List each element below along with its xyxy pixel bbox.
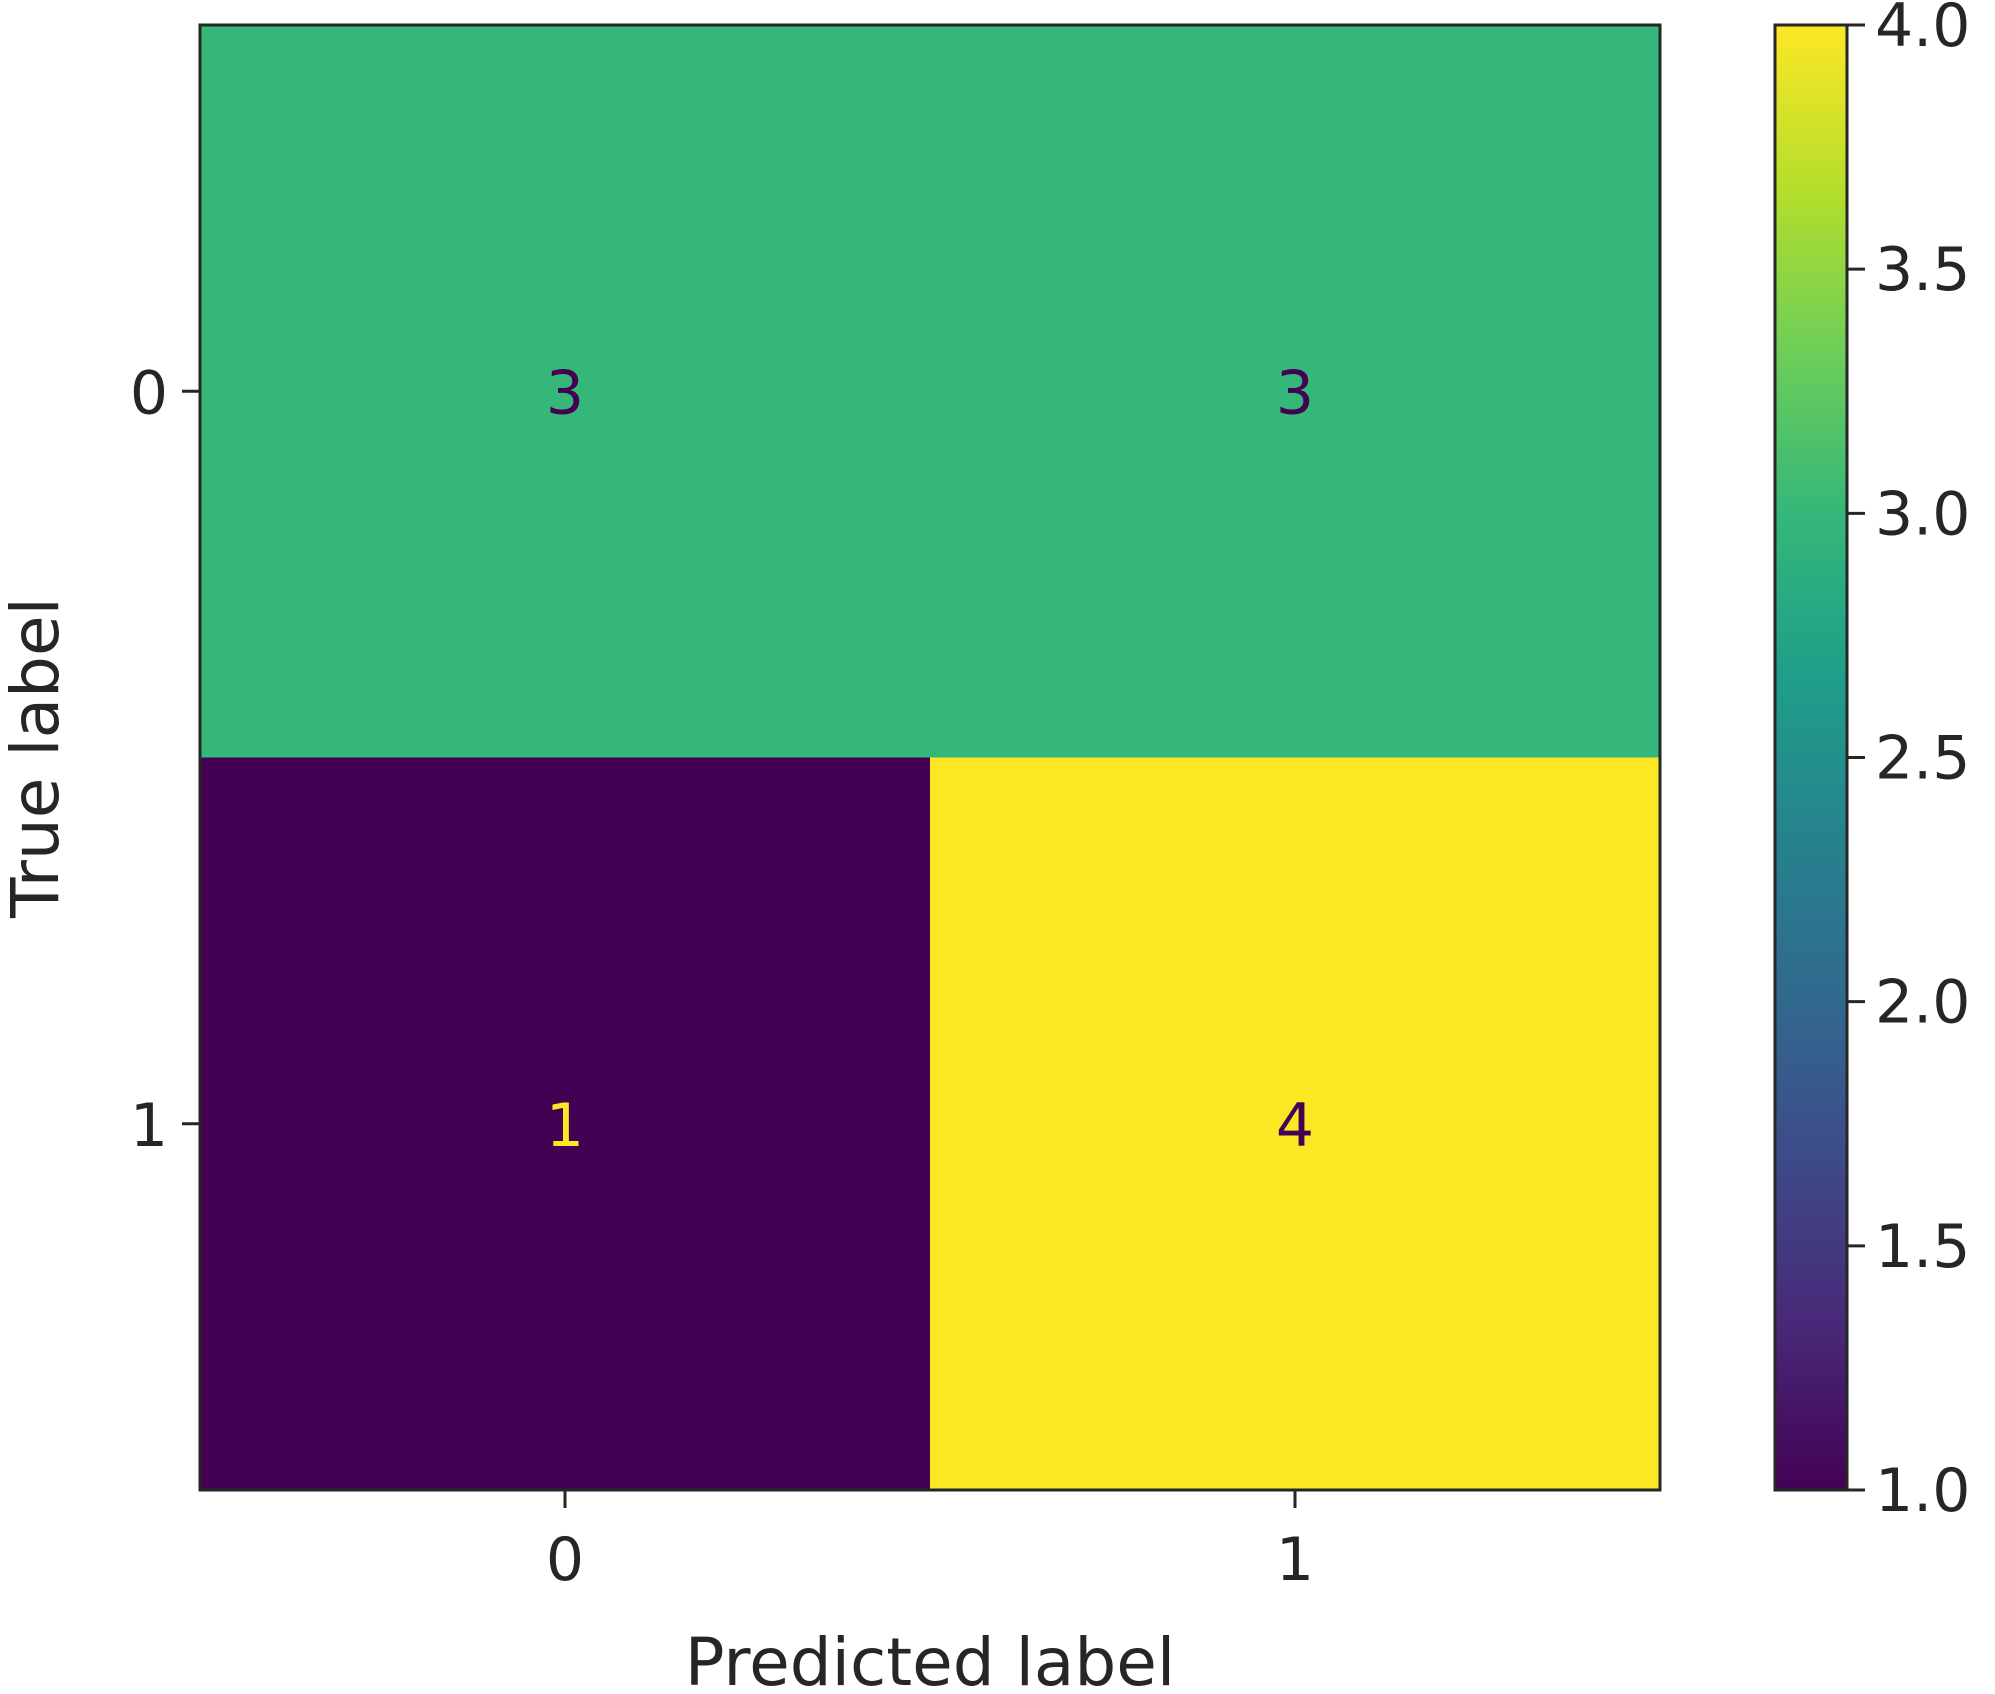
colorbar [1773,23,1849,1492]
colorbar-tick-label: 1.0 [1875,1456,1970,1526]
cell-value-0-0: 3 [546,358,584,428]
colorbar-tick-label: 2.0 [1875,968,1970,1038]
x-tick-label: 1 [1276,1525,1314,1595]
plot-frame [198,23,1662,1492]
heatmap-cell-0-0 [200,25,930,758]
y-axis-label: True label [0,597,74,919]
y-tick-label: 0 [130,358,168,428]
colorbar-tick-label: 1.5 [1875,1212,1970,1282]
cell-value-1-1: 4 [1276,1091,1314,1161]
colorbar-tick-label: 3.5 [1875,235,1970,305]
colorbar-ticks: 1.0 1.5 2.0 2.5 3.0 3.5 4.0 [1847,0,1970,1526]
colorbar-tick-label: 3.0 [1875,479,1970,549]
cell-value-1-0: 1 [546,1091,584,1161]
heatmap-cell-1-0 [200,757,930,1490]
y-axis-ticks: 01 [130,358,200,1161]
heatmap-cell-0-1 [930,25,1660,758]
heatmap-cells [200,25,1660,1490]
cell-value-labels: 3 3 1 4 [546,358,1314,1161]
colorbar-tick-label: 4.0 [1875,0,1970,61]
cell-value-0-1: 3 [1276,358,1314,428]
heatmap-cell-1-1 [930,757,1660,1490]
colorbar-tick-label: 2.5 [1875,724,1970,794]
x-tick-label: 0 [546,1525,584,1595]
y-tick-label: 1 [130,1091,168,1161]
x-axis-label: Predicted label [685,1624,1175,1694]
